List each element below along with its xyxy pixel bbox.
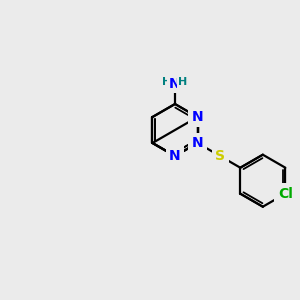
- Text: H: H: [162, 77, 172, 87]
- Text: S: S: [215, 149, 225, 163]
- Text: H: H: [178, 77, 188, 87]
- Text: N: N: [192, 136, 203, 150]
- Text: N: N: [192, 110, 203, 124]
- Text: N: N: [169, 149, 181, 163]
- Text: N: N: [169, 77, 181, 91]
- Text: Cl: Cl: [278, 187, 293, 201]
